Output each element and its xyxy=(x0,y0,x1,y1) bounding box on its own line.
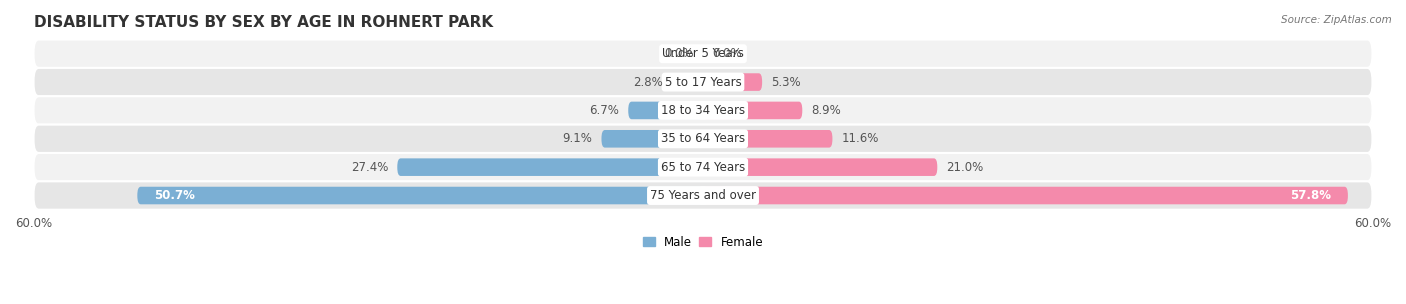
FancyBboxPatch shape xyxy=(703,130,832,147)
Text: 0.0%: 0.0% xyxy=(711,47,741,60)
FancyBboxPatch shape xyxy=(34,181,1372,210)
Text: 5.3%: 5.3% xyxy=(770,76,800,88)
Text: 57.8%: 57.8% xyxy=(1291,189,1331,202)
FancyBboxPatch shape xyxy=(34,96,1372,125)
FancyBboxPatch shape xyxy=(34,40,1372,68)
Text: 6.7%: 6.7% xyxy=(589,104,619,117)
Text: 27.4%: 27.4% xyxy=(352,161,388,174)
Text: Source: ZipAtlas.com: Source: ZipAtlas.com xyxy=(1281,15,1392,25)
Text: 11.6%: 11.6% xyxy=(841,132,879,145)
Legend: Male, Female: Male, Female xyxy=(638,231,768,254)
FancyBboxPatch shape xyxy=(34,68,1372,96)
Text: 0.0%: 0.0% xyxy=(665,47,695,60)
Text: 9.1%: 9.1% xyxy=(562,132,592,145)
FancyBboxPatch shape xyxy=(703,187,1348,204)
Text: Under 5 Years: Under 5 Years xyxy=(662,47,744,60)
Text: 21.0%: 21.0% xyxy=(946,161,983,174)
FancyBboxPatch shape xyxy=(672,73,703,91)
Text: 75 Years and over: 75 Years and over xyxy=(650,189,756,202)
FancyBboxPatch shape xyxy=(138,187,703,204)
FancyBboxPatch shape xyxy=(398,158,703,176)
Text: 18 to 34 Years: 18 to 34 Years xyxy=(661,104,745,117)
FancyBboxPatch shape xyxy=(628,102,703,119)
Text: 5 to 17 Years: 5 to 17 Years xyxy=(665,76,741,88)
Text: 50.7%: 50.7% xyxy=(155,189,195,202)
Text: 65 to 74 Years: 65 to 74 Years xyxy=(661,161,745,174)
FancyBboxPatch shape xyxy=(602,130,703,147)
Text: 2.8%: 2.8% xyxy=(633,76,662,88)
Text: 8.9%: 8.9% xyxy=(811,104,841,117)
Text: DISABILITY STATUS BY SEX BY AGE IN ROHNERT PARK: DISABILITY STATUS BY SEX BY AGE IN ROHNE… xyxy=(34,15,492,30)
FancyBboxPatch shape xyxy=(703,158,938,176)
FancyBboxPatch shape xyxy=(34,125,1372,153)
Text: 35 to 64 Years: 35 to 64 Years xyxy=(661,132,745,145)
FancyBboxPatch shape xyxy=(703,102,803,119)
FancyBboxPatch shape xyxy=(703,73,762,91)
FancyBboxPatch shape xyxy=(34,153,1372,181)
